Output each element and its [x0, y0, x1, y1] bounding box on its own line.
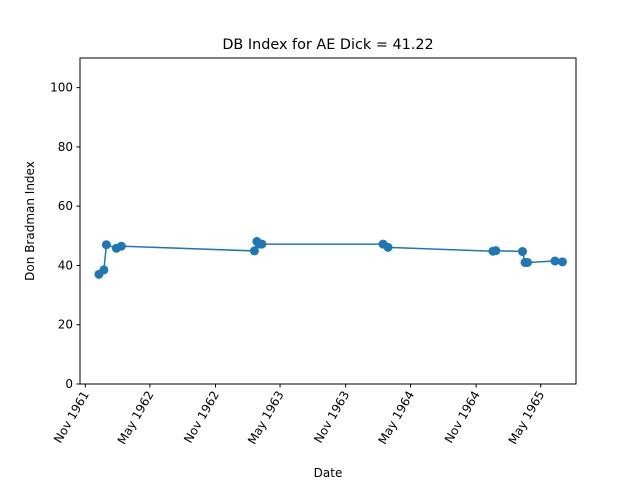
y-tick-label: 40 [58, 258, 73, 272]
data-point [518, 247, 528, 257]
data-point [383, 242, 393, 252]
data-point [99, 265, 109, 275]
series-line [98, 239, 563, 275]
x-tick-label: May 1963 [245, 389, 287, 447]
x-tick-label: Nov 1962 [181, 389, 222, 446]
x-tick-label: Nov 1964 [442, 389, 483, 446]
plot-area-frame [79, 57, 577, 385]
x-axis-ticks: Nov 1961 May 1962 Nov 1962 May 1963 Nov 1963… [51, 384, 547, 447]
x-tick-label: May 1962 [115, 389, 157, 447]
y-tick-label: 80 [58, 140, 73, 154]
x-tick-label: May 1965 [506, 389, 548, 447]
x-axis-label: Date [314, 466, 343, 480]
data-point [523, 257, 533, 267]
data-point [491, 246, 501, 256]
x-tick-label: May 1964 [375, 389, 417, 447]
y-tick-label: 20 [58, 318, 73, 332]
data-point [101, 240, 111, 250]
y-tick-label: 100 [50, 81, 73, 95]
data-point [257, 239, 267, 249]
series-layer [94, 236, 567, 279]
y-axis-label: Don Bradman Index [23, 161, 37, 281]
data-point [249, 246, 259, 256]
y-tick-label: 60 [58, 199, 73, 213]
x-tick-label: Nov 1963 [311, 389, 352, 446]
x-tick-label: Nov 1961 [51, 389, 92, 446]
y-tick-label: 0 [65, 377, 73, 391]
data-point [550, 256, 560, 266]
data-point [557, 257, 567, 267]
chart-title: DB Index for AE Dick = 41.22 [222, 37, 433, 53]
y-axis-ticks: 0 20 40 60 80 100 [50, 81, 80, 391]
data-point [116, 241, 126, 251]
